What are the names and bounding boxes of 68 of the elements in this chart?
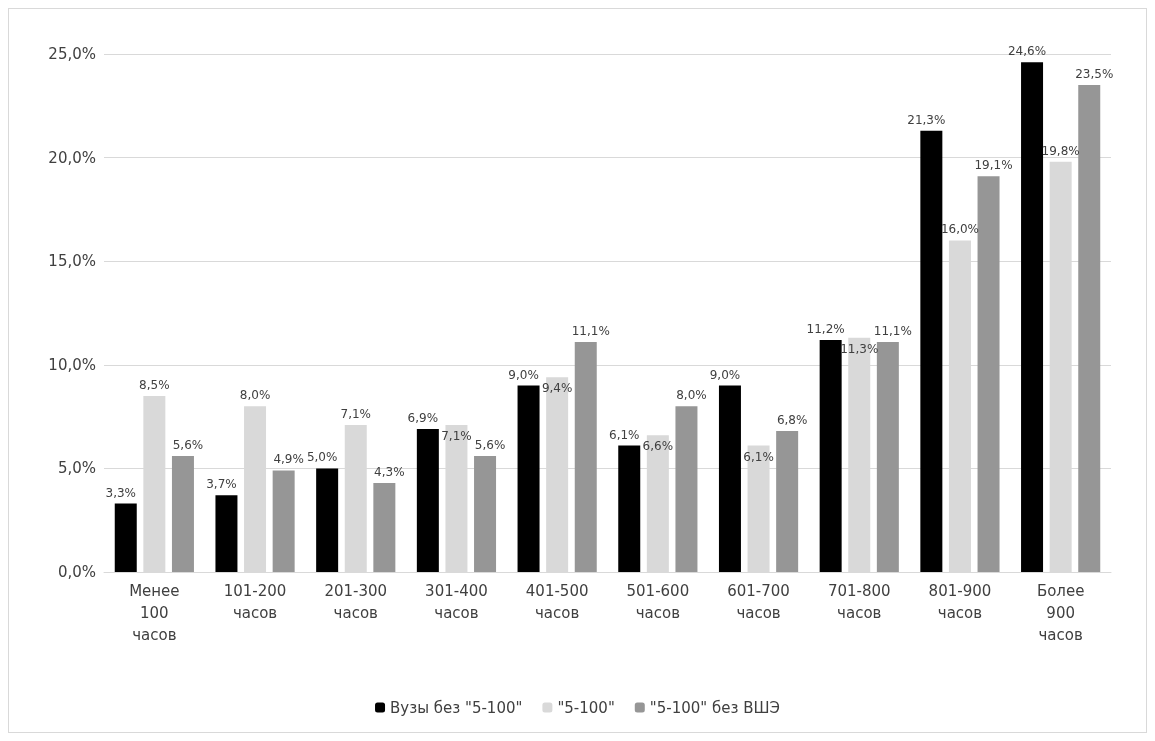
data-label: 23,5%: [1075, 67, 1114, 82]
x-tick-label: Менее 100 часов: [129, 582, 180, 644]
bar: [215, 495, 238, 572]
data-label: 8,0%: [676, 388, 707, 403]
data-label: 16,0%: [940, 222, 980, 237]
data-label: 19,1%: [974, 158, 1013, 173]
data-label: 3,7%: [206, 477, 237, 492]
data-label: 9,0%: [508, 367, 539, 382]
data-label: 19,8%: [1041, 143, 1080, 158]
bar: [272, 470, 295, 572]
bar: [474, 455, 497, 572]
legend-label: Вузы без "5-100": [390, 698, 523, 717]
data-label: 5,0%: [306, 450, 338, 465]
bar: [718, 385, 741, 572]
data-label: 21,3%: [907, 112, 946, 127]
bar: [574, 342, 597, 572]
x-tick-label: 101-200 часов: [223, 582, 287, 622]
y-tick-label: 25,0%: [48, 45, 96, 63]
data-label: 6,8%: [776, 413, 808, 428]
data-label: 9,4%: [541, 381, 573, 396]
data-label: 6,1%: [743, 449, 774, 464]
bar: [1021, 62, 1044, 572]
bar: [373, 482, 396, 572]
bar: [618, 445, 641, 572]
bar: [977, 176, 1000, 572]
bar: [114, 503, 137, 572]
data-label: 11,1%: [873, 324, 912, 339]
data-label: 6,6%: [642, 439, 674, 454]
bar: [876, 342, 899, 572]
legend-label: "5-100" без ВШЭ: [649, 698, 780, 717]
data-label: 4,3%: [374, 464, 405, 479]
data-label: 5,6%: [474, 437, 506, 452]
data-label: 8,5%: [139, 377, 170, 392]
data-label: 8,0%: [239, 388, 271, 403]
bar: [776, 431, 799, 572]
bar: [920, 130, 943, 572]
y-tick-label: 10,0%: [48, 355, 96, 374]
bar: [819, 339, 842, 572]
data-label: 9,0%: [709, 367, 741, 382]
x-tick-label: 401-500 часов: [525, 582, 589, 622]
bar: [1078, 85, 1101, 572]
y-tick-label: 5,0%: [57, 459, 96, 478]
data-label: 7,1%: [340, 406, 371, 421]
x-tick-label: 801-900 часов: [928, 582, 992, 622]
x-tick-label: 501-600 часов: [626, 582, 690, 622]
x-tick-label: Более 900 часов: [1036, 582, 1085, 644]
y-tick-label: 15,0%: [48, 252, 96, 271]
data-label: 6,1%: [609, 427, 640, 442]
bar: [675, 406, 698, 572]
y-tick-label: 20,0%: [48, 148, 96, 167]
data-label: 7,1%: [441, 428, 472, 443]
data-label: 3,3%: [105, 485, 136, 500]
data-label: 11,2%: [806, 321, 845, 336]
data-label: 5,6%: [172, 437, 204, 452]
data-label: 4,9%: [273, 452, 304, 467]
x-tick-label: 301-400 часов: [425, 582, 488, 622]
x-tick-label: 601-700 часов: [727, 582, 790, 622]
data-label: 24,6%: [1007, 44, 1047, 59]
y-tick-label: 0,0%: [57, 563, 96, 581]
bar: [416, 429, 439, 572]
bar: [316, 468, 339, 572]
data-label: 6,9%: [407, 411, 439, 426]
x-tick-label: 201-300 часов: [324, 582, 388, 622]
data-label: 11,1%: [571, 324, 610, 339]
x-tick-label: 701-800 часов: [827, 582, 891, 622]
legend-label: "5-100": [557, 698, 615, 717]
bar: [171, 455, 194, 572]
bar: [517, 385, 540, 572]
